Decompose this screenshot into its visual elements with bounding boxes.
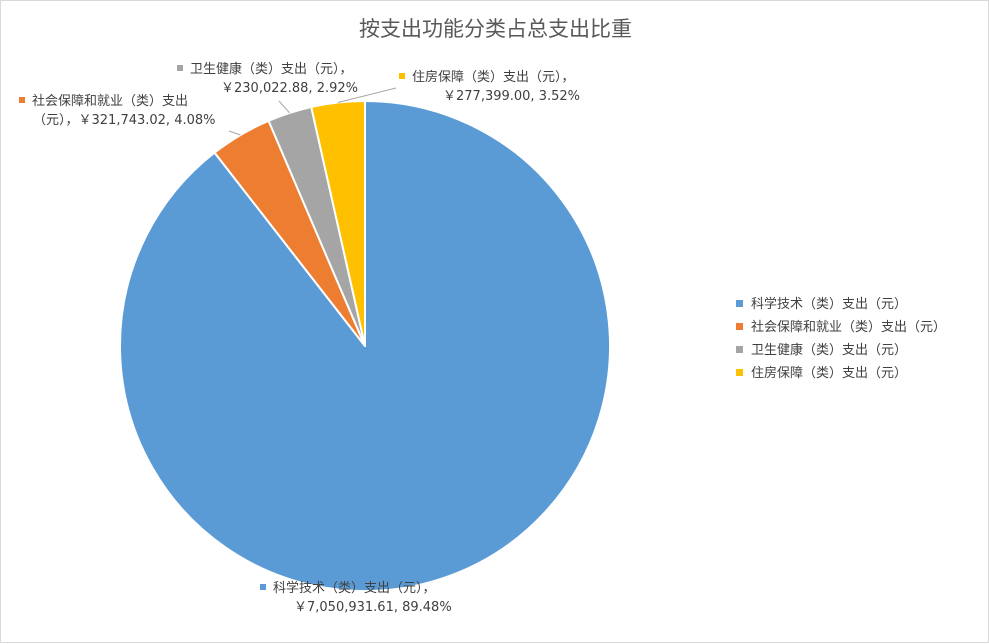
science-tech-key-icon (260, 583, 266, 590)
data-label-housing-line1: 住房保障（类）支出（元）， (412, 70, 575, 85)
pie-slice-housing[interactable] (310, 100, 366, 347)
legend-swatch-icon (736, 300, 743, 307)
legend-swatch-icon (736, 346, 743, 353)
social-security-key-icon (19, 96, 25, 103)
health-key-icon (177, 64, 183, 71)
legend-item-housing[interactable]: 住房保障（类）支出（元） (736, 362, 946, 385)
data-label-science-tech: 科学技术（类）支出（元）， ￥7,050,931.61, 89.48% (260, 579, 452, 617)
legend: 科学技术（类）支出（元） 社会保障和就业（类）支出（元） 卫生健康（类）支出（元… (736, 293, 946, 385)
legend-label: 社会保障和就业（类）支出（元） (751, 320, 947, 335)
data-label-health: 卫生健康（类）支出（元）， ￥230,022.88, 2.92% (177, 60, 358, 98)
legend-item-health[interactable]: 卫生健康（类）支出（元） (736, 339, 946, 362)
housing-key-icon (399, 72, 405, 79)
legend-label: 住房保障（类）支出（元） (751, 366, 908, 381)
legend-label: 科学技术（类）支出（元） (751, 297, 908, 312)
data-label-social-security-line1: 社会保障和就业（类）支出 (32, 94, 189, 109)
legend-swatch-icon (736, 369, 743, 376)
legend-swatch-icon (736, 323, 743, 330)
data-label-science-tech-line1: 科学技术（类）支出（元）， (273, 581, 436, 596)
data-label-social-security: 社会保障和就业（类）支出 （元），￥321,743.02, 4.08% (19, 92, 216, 130)
chart-title: 按支出功能分类占总支出比重 (359, 17, 632, 41)
leader-line-housing (337, 87, 397, 103)
data-label-housing: 住房保障（类）支出（元）， ￥277,399.00, 3.52% (399, 68, 580, 106)
leader-line-social-security (228, 130, 241, 136)
legend-label: 卫生健康（类）支出（元） (751, 343, 908, 358)
leader-line-health (278, 100, 290, 114)
data-label-social-security-line2: （元），￥321,743.02, 4.08% (33, 113, 216, 128)
legend-item-science-tech[interactable]: 科学技术（类）支出（元） (736, 293, 946, 316)
data-label-housing-line2: ￥277,399.00, 3.52% (443, 89, 580, 104)
data-label-health-line2: ￥230,022.88, 2.92% (221, 81, 358, 96)
legend-item-social-security[interactable]: 社会保障和就业（类）支出（元） (736, 316, 946, 339)
data-label-science-tech-line2: ￥7,050,931.61, 89.48% (294, 600, 452, 615)
data-label-health-line1: 卫生健康（类）支出（元）， (190, 62, 353, 77)
